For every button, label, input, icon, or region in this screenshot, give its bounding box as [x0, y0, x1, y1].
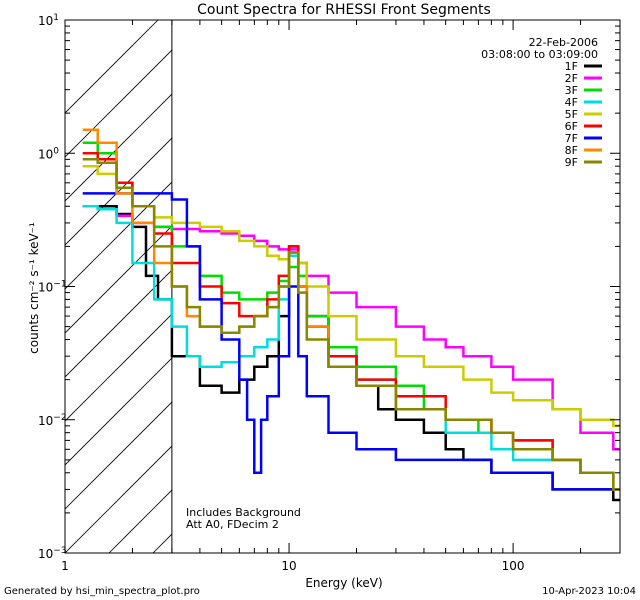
legend-label-7f: 7F	[565, 132, 578, 145]
legend-label-1f: 1F	[565, 60, 578, 73]
hatch-line	[65, 225, 172, 334]
legend-label-6f: 6F	[565, 120, 578, 133]
x-axis-label: Energy (keV)	[305, 576, 382, 590]
series-group	[82, 128, 620, 502]
series-line-2f	[82, 205, 620, 451]
y-tick-label: 10−1	[38, 280, 67, 295]
footer-generated-by: Generated by hsi_min_spectra_plot.pro	[4, 586, 200, 597]
hatch-line	[65, 445, 172, 553]
y-tick-label: 100	[38, 146, 59, 161]
annotation-attenuator: Att A0, FDecim 2	[186, 518, 279, 531]
footer-timestamp: 10-Apr-2023 10:04	[542, 586, 636, 597]
legend-label-4f: 4F	[565, 96, 578, 109]
y-tick-label: 101	[38, 13, 59, 28]
series-line-6f	[82, 152, 620, 491]
annotation-background: Includes Background	[186, 506, 301, 519]
series-line-1f	[82, 205, 620, 502]
y-tick-label: 10−2	[38, 413, 67, 428]
hatch-line	[65, 93, 172, 202]
legend-label-5f: 5F	[565, 108, 578, 121]
time-range-label: 03:08:00 to 03:09:00	[481, 48, 598, 61]
x-tick-label: 100	[502, 559, 525, 573]
hatch-line	[65, 269, 172, 378]
legend-label-2f: 2F	[565, 72, 578, 85]
chart-title: Count Spectra for RHESSI Front Segments	[197, 2, 491, 18]
x-tick-label: 10	[281, 559, 296, 573]
date-label: 22-Feb-2006	[529, 36, 598, 49]
series-line-5f	[82, 164, 620, 428]
y-axis-label: counts cm⁻² s⁻¹ keV⁻¹	[27, 222, 41, 354]
series-line-8f	[82, 128, 620, 491]
hatch-line	[65, 401, 172, 510]
hatch-line	[65, 357, 172, 466]
legend-label-9f: 9F	[565, 156, 578, 169]
series-line-9f	[82, 158, 620, 491]
hatch-line	[65, 49, 172, 158]
legend-label-8f: 8F	[565, 144, 578, 157]
x-tick-label: 1	[61, 559, 69, 573]
series-line-7f	[82, 192, 620, 491]
hatch-line	[108, 489, 172, 553]
hatch-line	[65, 20, 159, 114]
legend-label-3f: 3F	[565, 84, 578, 97]
